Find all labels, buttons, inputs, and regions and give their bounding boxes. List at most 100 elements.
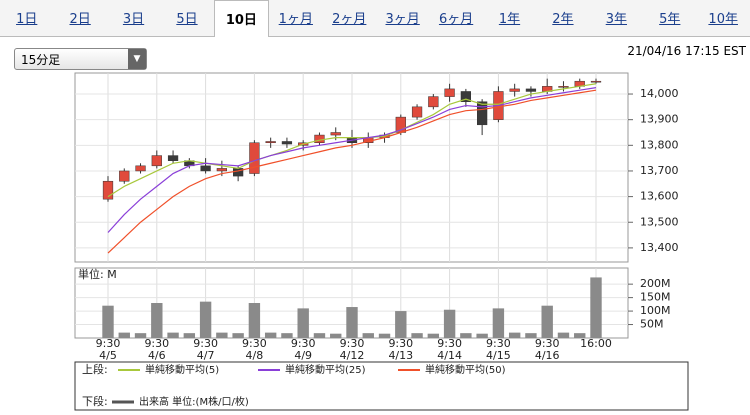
y-tick-label: 200M <box>640 277 671 290</box>
x-tick-label: 9:30 <box>242 337 267 350</box>
volume-bar <box>508 332 521 338</box>
x-tick-date: 4/5 <box>99 349 117 362</box>
volume-bar <box>346 307 358 338</box>
tab[interactable]: 10年 <box>708 12 738 27</box>
legend-entry: 単純移動平均(50) <box>425 363 506 376</box>
candle-body <box>265 141 276 144</box>
volume-bar <box>151 303 163 338</box>
candle-body <box>151 155 162 167</box>
tab[interactable]: 3日 <box>122 12 145 27</box>
tab[interactable]: 1ヶ月 <box>278 12 313 27</box>
candle-body <box>428 96 439 108</box>
x-tick-label: 9:30 <box>437 337 462 350</box>
volume-bar <box>216 332 228 338</box>
candle-body <box>200 165 211 172</box>
dropdown-arrow[interactable]: ▼ <box>128 49 146 69</box>
y-tick-label: 100M <box>640 304 671 317</box>
volume-bar <box>492 308 505 338</box>
volume-bar <box>330 333 342 338</box>
tab[interactable]: 10日 <box>213 0 270 37</box>
volume-bar <box>232 333 244 338</box>
x-tick-label: 16:00 <box>580 337 612 350</box>
candle-body <box>590 80 602 83</box>
tab[interactable]: 2日 <box>69 12 91 27</box>
volume-bar <box>443 309 456 338</box>
volume-bar <box>102 305 114 338</box>
tab[interactable]: 1日 <box>16 12 38 27</box>
tab[interactable]: 2ヶ月 <box>332 12 367 27</box>
candle-body <box>330 132 341 136</box>
candle-body <box>509 88 520 92</box>
x-tick-date: 4/15 <box>486 349 511 362</box>
candle-body <box>135 165 146 172</box>
x-tick-date: 4/16 <box>535 349 560 362</box>
tab-bar: 1日 2日 3日 5日 10日 1ヶ月 2ヶ月 3ヶ月 6ヶ月 1年 2年 3年 5年 10年 <box>0 0 750 37</box>
volume-bar <box>297 308 309 338</box>
tab[interactable]: 5年 <box>659 12 681 27</box>
x-tick-date: 4/12 <box>340 349 365 362</box>
y-tick-label: 50M <box>640 318 664 331</box>
tab[interactable]: 1年 <box>498 12 521 27</box>
x-tick-label: 9:30 <box>535 337 560 350</box>
x-tick-date: 4/8 <box>246 349 264 362</box>
x-tick-label: 9:30 <box>388 337 413 350</box>
volume-bar <box>199 301 212 338</box>
y-tick-label: 13,700 <box>640 164 679 177</box>
y-tick-label: 13,600 <box>640 190 679 203</box>
timestamp: 21/04/16 17:15 EST <box>627 44 746 58</box>
y-tick-label: 13,800 <box>640 138 679 151</box>
x-tick-date: 4/9 <box>294 349 312 362</box>
candle-body <box>525 88 537 92</box>
volume-bar <box>574 333 586 338</box>
x-tick-date: 4/14 <box>437 349 462 362</box>
candle-body <box>249 142 260 174</box>
legend-label: 上段: <box>82 362 108 376</box>
x-tick-label: 9:30 <box>340 337 365 350</box>
volume-bar <box>590 277 602 338</box>
volume-bar <box>476 333 488 338</box>
volume-bar <box>427 333 440 338</box>
volume-bar <box>411 333 423 338</box>
candle-body <box>460 91 471 102</box>
candle-body <box>444 88 455 97</box>
candle-body <box>411 106 423 118</box>
candle-body <box>119 170 130 182</box>
y-tick-label: 13,900 <box>640 113 679 126</box>
volume-bar <box>264 332 277 338</box>
tab[interactable]: 2年 <box>552 12 574 27</box>
y-tick-label: 150M <box>640 291 671 304</box>
volume-bar <box>525 333 537 338</box>
moving-average-line <box>107 83 597 198</box>
tab[interactable]: 3年 <box>605 12 627 27</box>
legend-label: 下段: <box>82 394 108 408</box>
candle-body <box>281 141 293 145</box>
volume-bar <box>118 332 130 338</box>
y-tick-label: 14,000 <box>640 87 679 100</box>
volume-bar <box>183 333 196 338</box>
volume-bar <box>134 333 147 338</box>
x-tick-label: 9:30 <box>96 337 121 350</box>
x-tick-label: 9:30 <box>144 337 169 350</box>
x-tick-label: 9:30 <box>486 337 511 350</box>
tab[interactable]: 5日 <box>176 12 198 27</box>
tab[interactable]: 3ヶ月 <box>385 12 420 27</box>
volume-bar <box>378 333 391 338</box>
volume-bar <box>557 332 570 338</box>
x-tick-date: 4/7 <box>197 349 215 362</box>
tab[interactable]: 6ヶ月 <box>438 12 474 27</box>
candle-body <box>558 86 569 88</box>
volume-bar <box>167 332 179 338</box>
x-tick-label: 9:30 <box>291 337 316 350</box>
legend-box <box>74 361 689 411</box>
y-tick-label: 13,500 <box>640 215 679 228</box>
legend-entry: 単純移動平均(25) <box>285 363 366 376</box>
interval-dropdown[interactable]: 15分足 ▼ <box>14 48 147 70</box>
volume-bar <box>460 333 472 338</box>
moving-average-line <box>107 87 597 233</box>
candle-body <box>102 180 114 200</box>
candle-body <box>477 101 488 126</box>
x-tick-date: 4/6 <box>148 349 166 362</box>
legend-entry: 単純移動平均(5) <box>145 363 219 376</box>
